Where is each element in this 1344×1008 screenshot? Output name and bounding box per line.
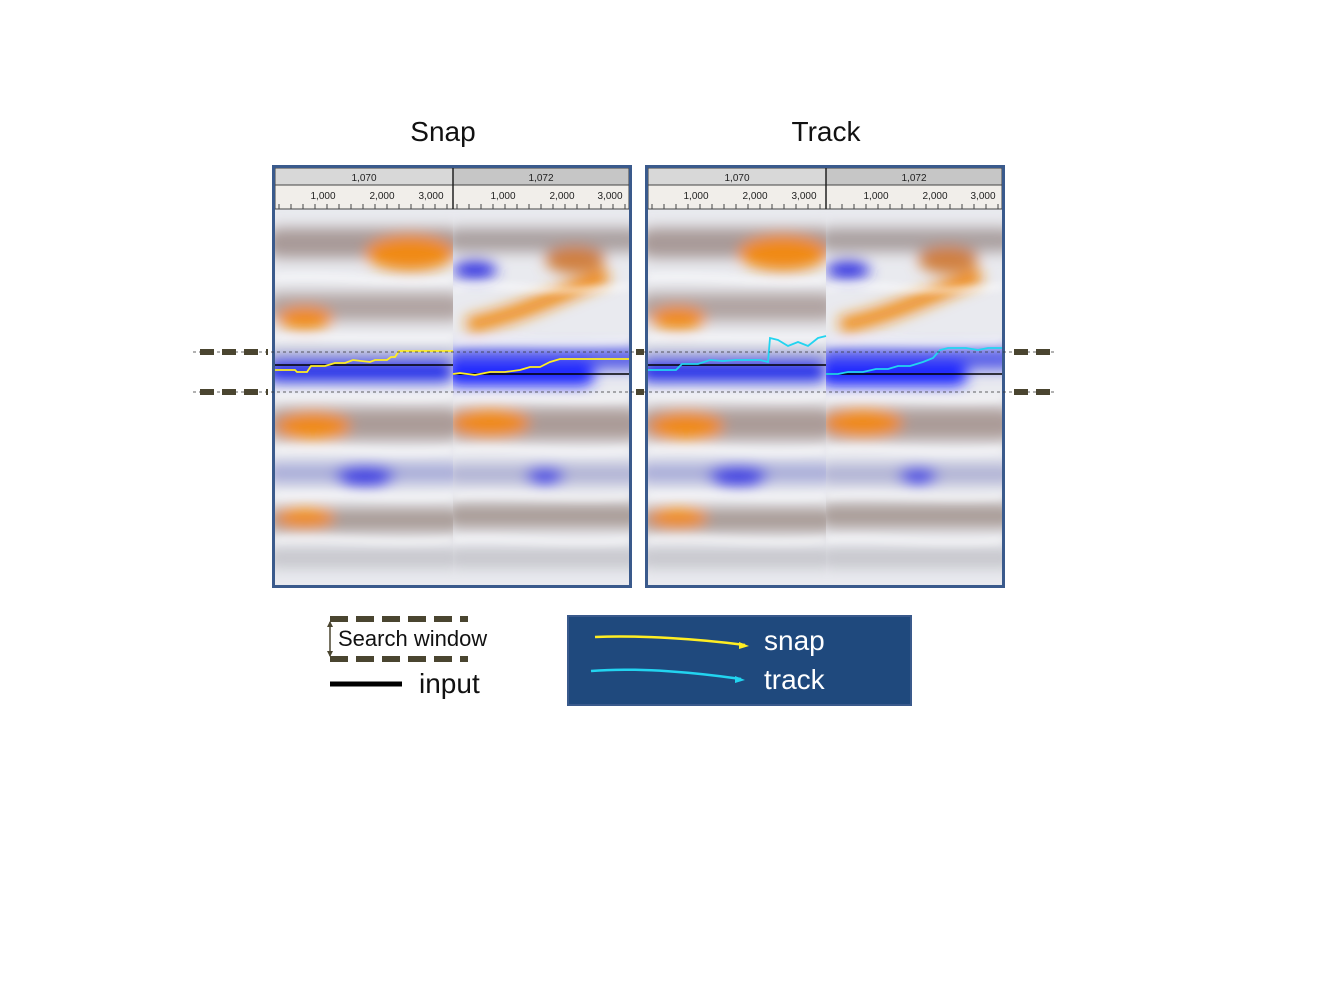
track-tick-label: 3,000 bbox=[791, 191, 816, 202]
line-legend: snap track bbox=[567, 615, 912, 706]
snap-tick-label: 1,000 bbox=[310, 191, 335, 202]
snap-legend-line bbox=[594, 635, 746, 647]
snap-trace-label-1070: 1,070 bbox=[351, 173, 376, 184]
snap-tick-label: 3,000 bbox=[597, 191, 622, 202]
track-legend-line bbox=[590, 668, 742, 681]
track-legend-label: track bbox=[764, 664, 825, 695]
track-tick-label: 1,000 bbox=[683, 191, 708, 202]
track-tick-label: 2,000 bbox=[742, 191, 767, 202]
track-trace-1070-section bbox=[648, 228, 826, 568]
track-minor-ticks bbox=[651, 204, 999, 209]
snap-trace-label-1072: 1,072 bbox=[528, 173, 553, 184]
snap-horizon-line bbox=[275, 350, 629, 376]
track-input-line bbox=[648, 364, 1002, 375]
track-title: Track bbox=[791, 116, 861, 147]
track-tick-label: 1,000 bbox=[863, 191, 888, 202]
track-tick-label: 2,000 bbox=[922, 191, 947, 202]
snap-trace-1072-section bbox=[453, 228, 629, 568]
snap-minor-ticks bbox=[278, 204, 626, 209]
track-trace-1072-section bbox=[826, 228, 1002, 568]
search-window-legend-icon bbox=[327, 616, 468, 687]
line-legend-icons bbox=[590, 635, 749, 683]
track-trace-label-1072: 1,072 bbox=[901, 173, 926, 184]
track-tick-label: 3,000 bbox=[970, 191, 995, 202]
track-panel: 1,070 1,072 1,000 2,000 3,000 1,000 2,00… bbox=[645, 165, 1005, 588]
input-label: input bbox=[419, 668, 480, 699]
track-seismic-view: 1,070 1,072 1,000 2,000 3,000 1,000 2,00… bbox=[648, 168, 1002, 585]
snap-legend-label: snap bbox=[764, 625, 825, 656]
snap-tick-label: 2,000 bbox=[369, 191, 394, 202]
snap-panel: 1,070 1,072 1,000 2,000 3,000 1,000 2,00… bbox=[272, 165, 632, 588]
track-horizon-line bbox=[648, 335, 1002, 375]
track-trace-label-1070: 1,070 bbox=[724, 173, 749, 184]
search-window-label: Search window bbox=[338, 626, 488, 651]
snap-title: Snap bbox=[410, 116, 476, 147]
snap-tick-label: 2,000 bbox=[549, 191, 574, 202]
snap-seismic-view: 1,070 1,072 1,000 2,000 3,000 1,000 2,00… bbox=[275, 168, 629, 585]
snap-tick-label: 1,000 bbox=[490, 191, 515, 202]
snap-ruler: 1,070 1,072 1,000 2,000 3,000 1,000 2,00… bbox=[275, 168, 629, 210]
snap-tick-label: 3,000 bbox=[418, 191, 443, 202]
track-ruler: 1,070 1,072 1,000 2,000 3,000 1,000 2,00… bbox=[648, 168, 1002, 210]
search-window-legend: Search window input bbox=[326, 612, 546, 712]
snap-trace-1070-section bbox=[275, 228, 453, 568]
